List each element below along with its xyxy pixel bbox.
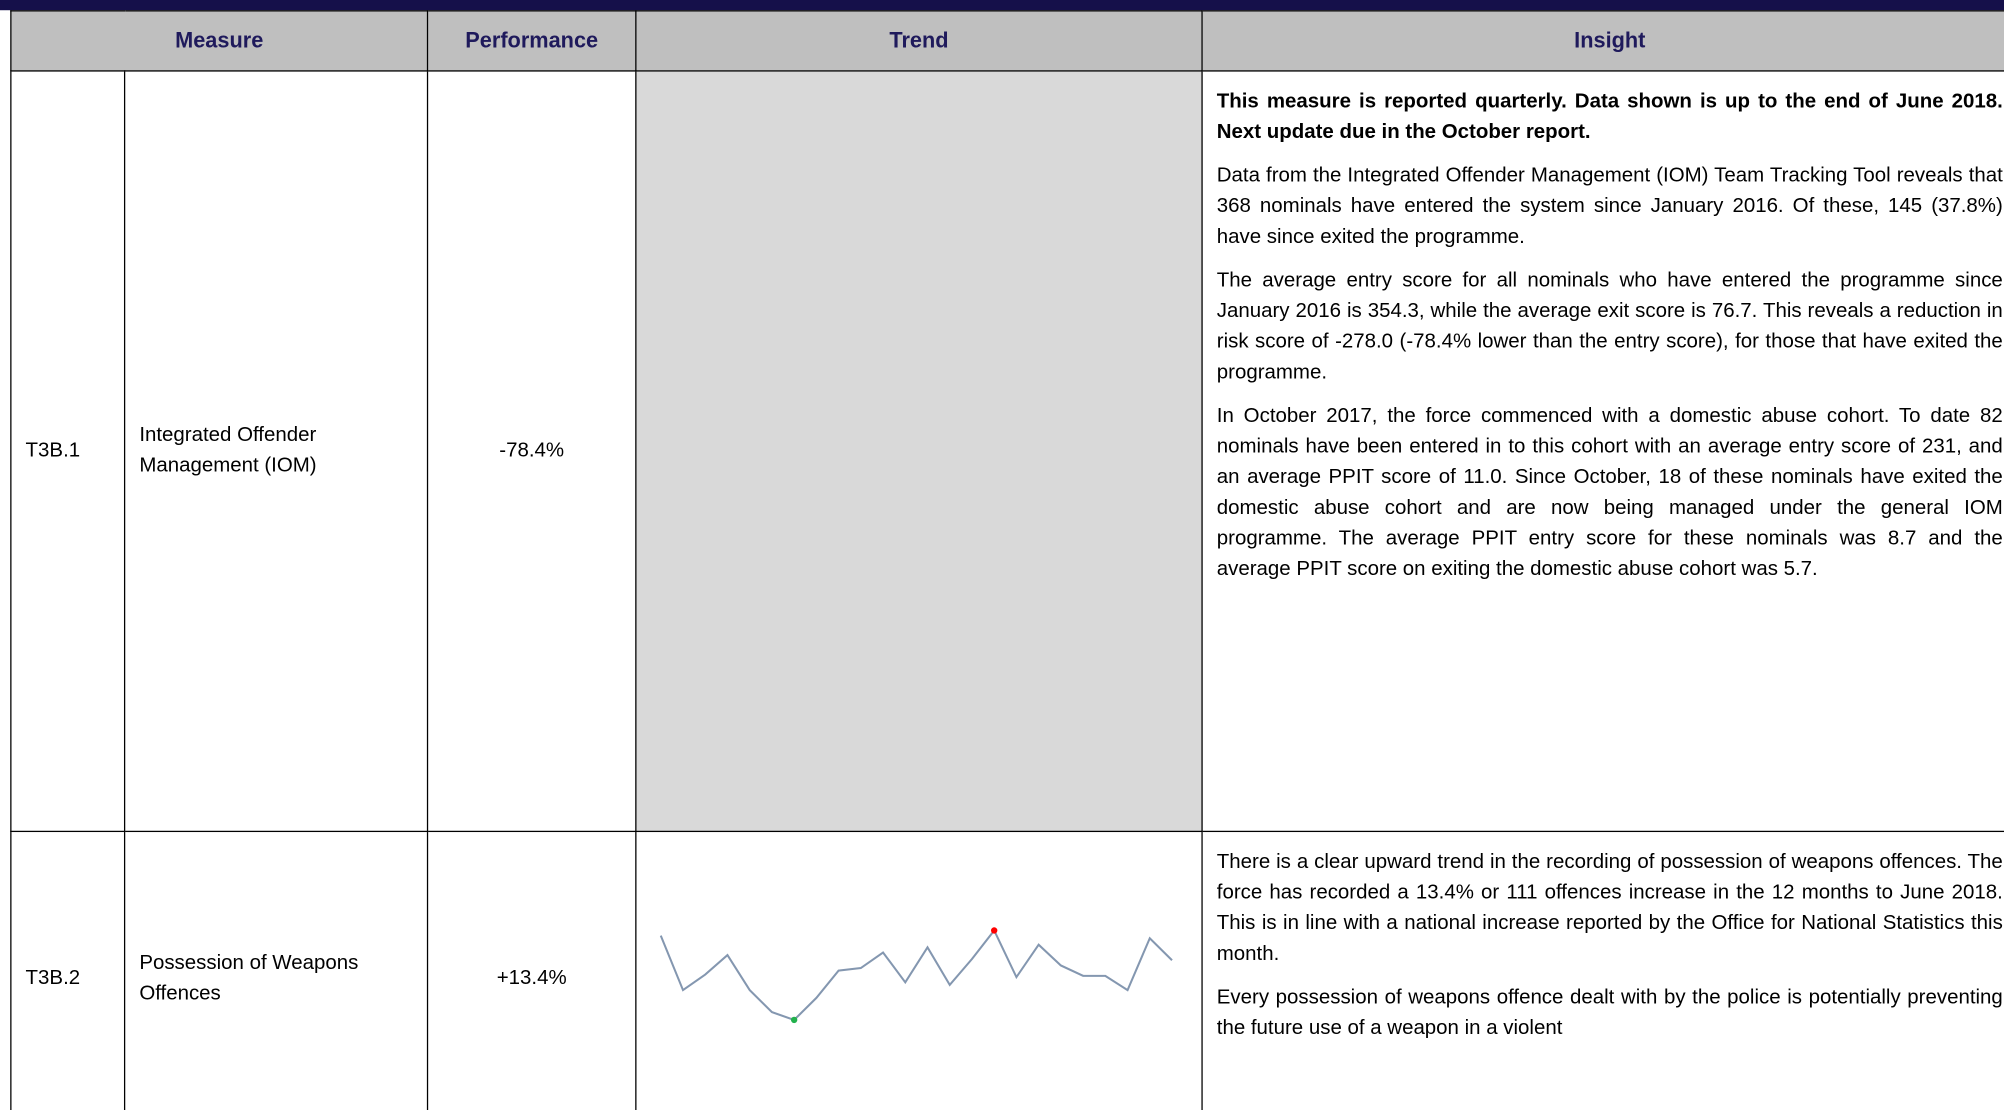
header-cell: Measure (10, 10, 429, 72)
performance: -78.4% (426, 70, 637, 833)
insight-paragraph: Every possession of weapons offence deal… (1216, 986, 2003, 1040)
insight-paragraph: Data from the Integrated Offender Manage… (1216, 164, 2003, 248)
scorecard-table: Measure Performance Trend Insight T3B.1 I… (10, 10, 2004, 1110)
measure-id: T3B.2 (10, 830, 126, 1110)
table-row: T3B.1 Integrated Offender Management (IOM… (10, 70, 2004, 833)
performance: +13.4% (426, 830, 637, 1110)
trend-cell (635, 830, 1203, 1110)
max-point (991, 927, 998, 934)
trend-line (659, 928, 1173, 1022)
top-bar (0, 0, 2004, 11)
insight-paragraph: There is a clear upward trend in the rec… (1216, 851, 2003, 965)
table-row: T3B.2 Possession of Weapons Offences +13.4… (10, 830, 2004, 1110)
header-cell: Trend (635, 10, 1203, 72)
sparkline (659, 927, 1173, 1024)
trend-cell (635, 70, 1203, 833)
header-cell: Insight (1201, 10, 2004, 72)
min-point (790, 1016, 798, 1024)
insight-paragraph: The average entry score for all nominals… (1216, 269, 2003, 384)
measure-name: Integrated Offender Management (IOM) (123, 70, 429, 833)
measure-id: T3B.1 (10, 70, 126, 833)
insight-cell: There is a clear upward trend in the rec… (1201, 830, 2004, 1110)
header-row: Measure Performance Trend Insight (10, 10, 2004, 72)
insight-paragraph: This measure is reported quarterly. Data… (1216, 90, 2003, 144)
measure-name: Possession of Weapons Offences (123, 830, 429, 1110)
header-cell: Performance (426, 10, 637, 72)
insight-paragraph: In October 2017, the force commenced wit… (1216, 405, 2003, 581)
insight-cell: This measure is reported quarterly. Data… (1201, 70, 2004, 833)
